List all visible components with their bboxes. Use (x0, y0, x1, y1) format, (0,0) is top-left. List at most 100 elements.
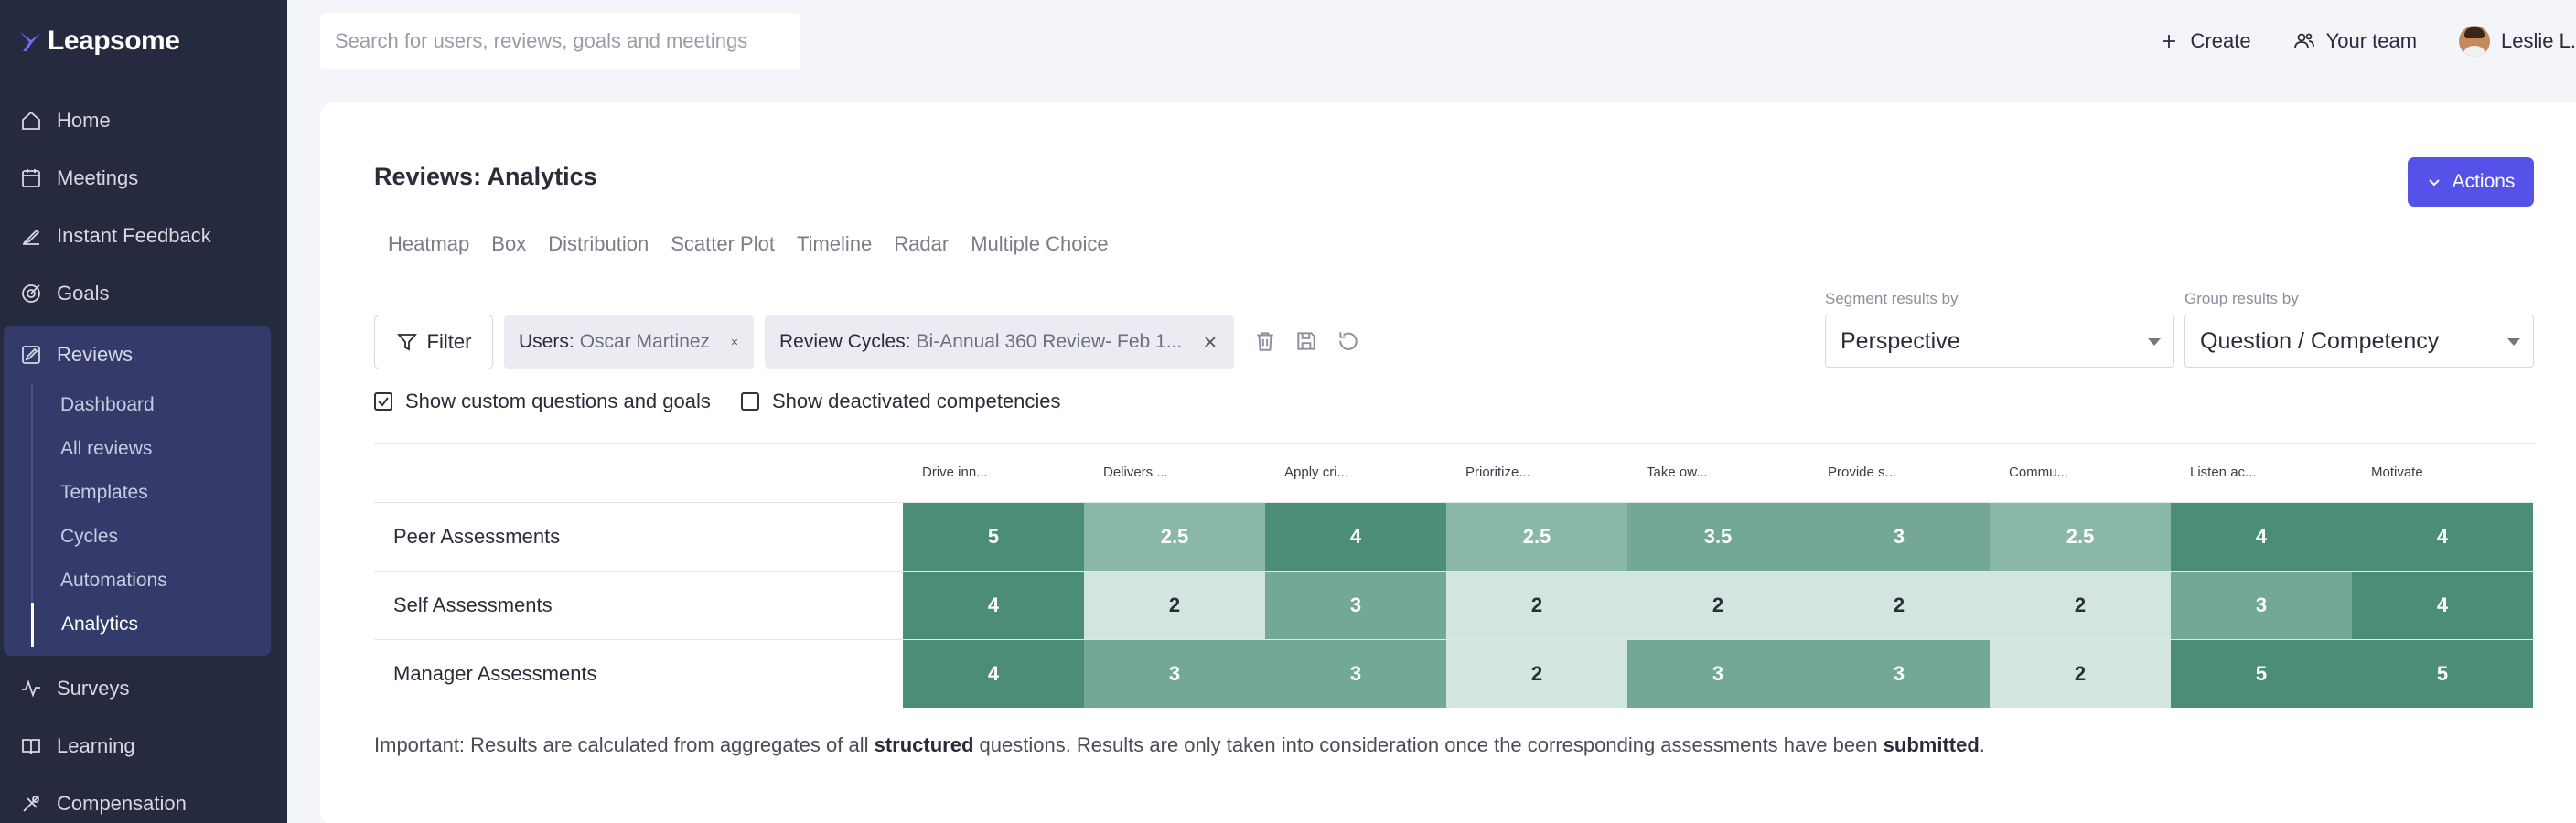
close-icon[interactable] (730, 334, 739, 350)
tab-multiple-choice[interactable]: Multiple Choice (971, 232, 1109, 255)
footnote-text-1: Important: Results are calculated from a… (374, 733, 875, 756)
heatmap-cell[interactable]: 3 (1084, 640, 1265, 708)
sidebar-item-instant-feedback[interactable]: Instant Feedback (0, 207, 287, 264)
tab-scatter-plot[interactable]: Scatter Plot (671, 232, 775, 255)
heatmap-cell[interactable]: 2.5 (1446, 503, 1627, 571)
heatmap-cell[interactable]: 2 (1446, 572, 1627, 639)
your-team-label: Your team (2325, 29, 2418, 52)
sidebar-subitem-cycles[interactable]: Cycles (60, 526, 119, 547)
heatmap-cell[interactable]: 4 (2171, 503, 2352, 571)
chip-value: Oscar Martinez (579, 331, 711, 352)
topbar-actions: Create Your team Leslie L. (2158, 13, 2576, 69)
sidebar-item-compensation[interactable]: Compensation (0, 775, 287, 823)
tab-heatmap[interactable]: Heatmap (388, 232, 470, 255)
sidebar-item-label: Reviews (57, 342, 134, 366)
heatmap-cell[interactable]: 4 (2352, 503, 2533, 571)
filter-button[interactable]: Filter (374, 315, 493, 369)
checkbox-label: Show deactivated competencies (772, 390, 1061, 412)
heatmap-row-label: Self Assessments (393, 593, 553, 616)
heatmap-cell[interactable]: 3 (1265, 572, 1446, 639)
sidebar-item-home[interactable]: Home (0, 91, 287, 149)
caret-down-icon (2148, 338, 2161, 346)
heatmap-cell[interactable]: 4 (903, 640, 1084, 708)
compensation-icon (23, 795, 39, 812)
heatmap-cell[interactable]: 4 (2352, 572, 2533, 639)
save-icon[interactable] (1294, 329, 1318, 353)
user-menu[interactable]: Leslie L. (2459, 26, 2576, 57)
learning-icon (22, 738, 40, 754)
actions-button[interactable]: Actions (2408, 157, 2534, 207)
heatmap-cell[interactable]: 3.5 (1627, 503, 1809, 571)
heatmap-cell[interactable]: 5 (903, 503, 1084, 571)
chip-key: Users: (519, 331, 574, 352)
heatmap-cell[interactable]: 3 (1809, 640, 1990, 708)
sidebar-item-label: Goals (57, 281, 110, 305)
filter-chip-users: Users: Oscar Martinez (504, 315, 754, 369)
checkbox-unchecked[interactable] (741, 392, 759, 411)
sidebar-subitem-dashboard[interactable]: Dashboard (60, 394, 155, 415)
header-divider (374, 443, 2535, 444)
reset-icon[interactable] (1336, 329, 1360, 353)
sidebar-item-reviews[interactable]: Reviews (4, 326, 271, 383)
reviews-submenu: Dashboard All reviews Templates Cycles A… (31, 383, 271, 647)
heatmap-cell[interactable]: 3 (1809, 503, 1990, 571)
heatmap-cell[interactable]: 3 (1627, 640, 1809, 708)
footnote-bold-submitted: submitted (1883, 733, 1980, 756)
sidebar-subitem-templates[interactable]: Templates (60, 482, 148, 503)
segment-select[interactable]: Perspective (1825, 315, 2174, 368)
trash-icon[interactable] (1253, 329, 1277, 353)
checkbox-checked[interactable] (374, 392, 392, 411)
tab-radar[interactable]: Radar (894, 232, 950, 255)
heatmap-cell[interactable]: 2 (1990, 572, 2171, 639)
tab-distribution[interactable]: Distribution (548, 232, 649, 255)
heatmap-row-label: Manager Assessments (393, 662, 597, 685)
reviews-icon (22, 345, 40, 364)
sidebar-subitem-automations[interactable]: Automations (60, 570, 167, 591)
analytics-card: Reviews: Analytics Actions Heatmap Box D… (320, 102, 2576, 823)
page-title: Reviews: Analytics (374, 163, 597, 190)
checkbox-label: Show custom questions and goals (405, 390, 711, 412)
checkmark-icon (378, 397, 389, 407)
actions-label: Actions (2452, 171, 2516, 192)
heatmap-cell[interactable]: 2.5 (1990, 503, 2171, 571)
heatmap-cell[interactable]: 2 (1990, 640, 2171, 708)
heatmap-cell[interactable]: 4 (903, 572, 1084, 639)
heatmap-cell[interactable]: 4 (1265, 503, 1446, 571)
show-deactivated-checkbox[interactable]: Show deactivated competencies (741, 390, 1061, 413)
tab-timeline[interactable]: Timeline (796, 232, 873, 255)
sidebar-subitem-analytics[interactable]: Analytics (31, 603, 271, 647)
sidebar-item-goals[interactable]: Goals (0, 264, 287, 322)
sidebar-group-reviews: Reviews Dashboard All reviews Templates … (4, 326, 271, 656)
sidebar-nav: Home Meetings Instant Feedback Goals Rev… (0, 91, 287, 823)
sidebar-item-surveys[interactable]: Surveys (0, 659, 287, 717)
sidebar-item-label: Instant Feedback (57, 223, 211, 247)
surveys-icon (22, 679, 40, 698)
segment-label: Segment results by (1825, 290, 1959, 307)
sidebar-item-meetings[interactable]: Meetings (0, 149, 287, 207)
tab-box[interactable]: Box (491, 232, 527, 255)
user-name: Leslie L. (2501, 29, 2576, 52)
heatmap-cell[interactable]: 2 (1809, 572, 1990, 639)
heatmap-cell[interactable]: 2 (1627, 572, 1809, 639)
meetings-icon (22, 168, 40, 187)
heatmap-cell[interactable]: 5 (2352, 640, 2533, 708)
sidebar-item-learning[interactable]: Learning (0, 717, 287, 775)
heatmap-cell[interactable]: 2 (1446, 640, 1627, 708)
footnote-text-3: . (1979, 733, 1985, 756)
create-button[interactable]: Create (2158, 29, 2251, 53)
heatmap-cell[interactable]: 5 (2171, 640, 2352, 708)
avatar (2459, 26, 2491, 57)
leapsome-logo[interactable]: Leapsome (18, 26, 180, 57)
heatmap-cell[interactable]: 2 (1084, 572, 1265, 639)
sidebar-subitem-all-reviews[interactable]: All reviews (60, 438, 153, 459)
group-select[interactable]: Question / Competency (2184, 315, 2534, 368)
your-team-button[interactable]: Your team (2293, 29, 2417, 53)
heatmap-cell[interactable]: 3 (2171, 572, 2352, 639)
row-divider (374, 502, 2535, 503)
heatmap-cell[interactable]: 2.5 (1084, 503, 1265, 571)
show-custom-checkbox[interactable]: Show custom questions and goals (374, 390, 711, 413)
heatmap-cell[interactable]: 3 (1265, 640, 1446, 708)
search-input[interactable] (335, 29, 800, 53)
close-icon[interactable] (1202, 334, 1218, 350)
heatmap-column-header: Delivers ... (1103, 465, 1168, 480)
